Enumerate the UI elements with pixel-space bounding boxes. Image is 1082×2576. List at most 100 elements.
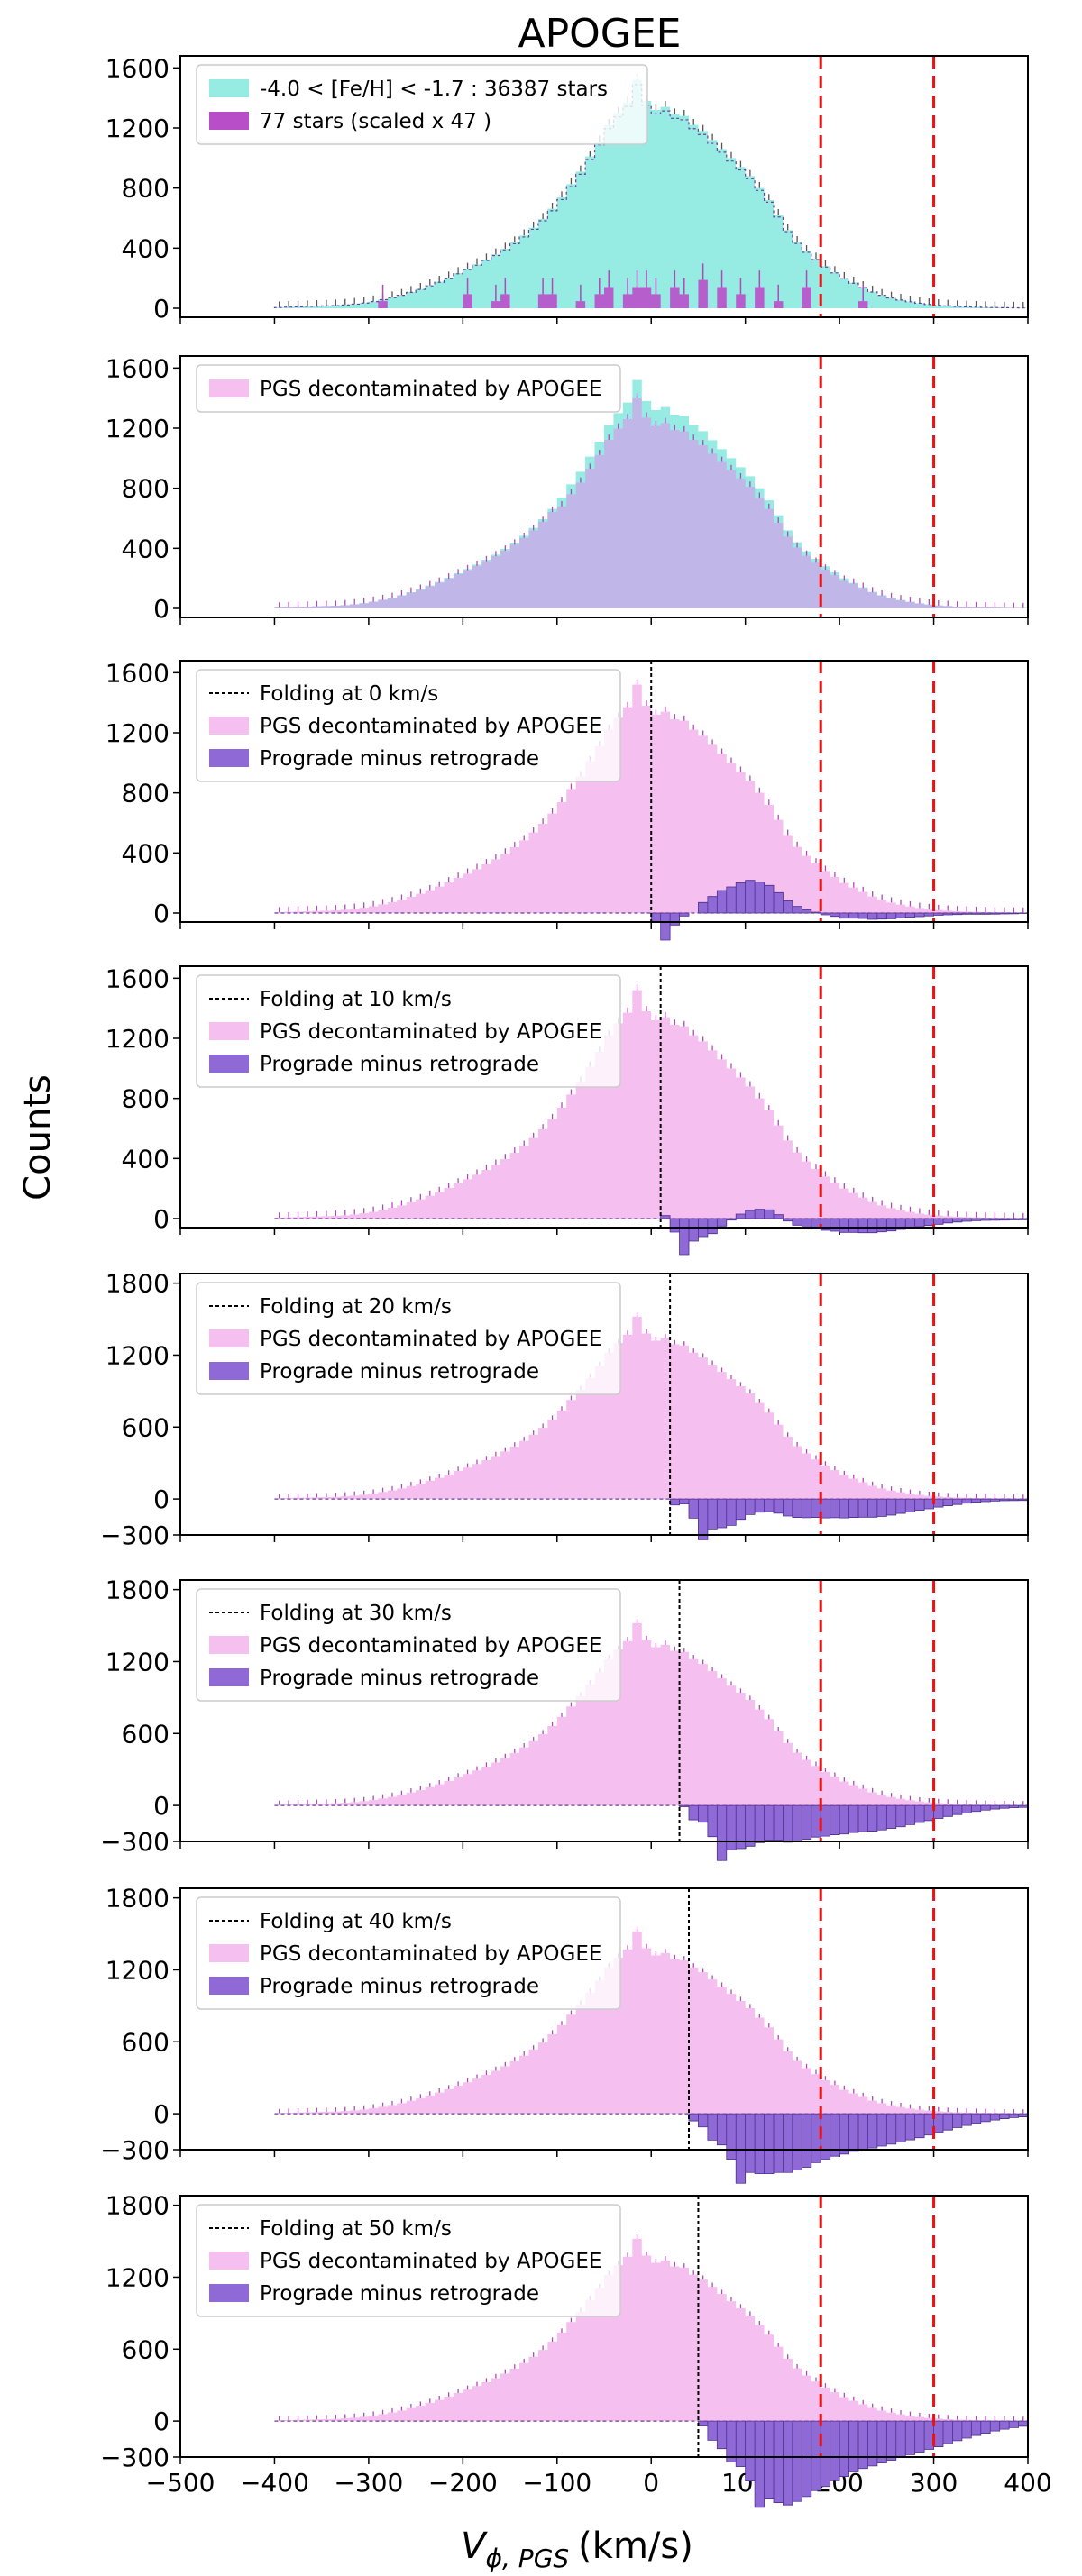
legend-swatch-pgs	[209, 1636, 249, 1654]
y-tick-label: 1800	[105, 1269, 170, 1299]
y-tick-label: 1200	[105, 1647, 170, 1676]
y-tick-label: 0	[153, 2099, 170, 2129]
panel-frame	[179, 2195, 1029, 2458]
y-tick-label: 1800	[105, 1576, 170, 1605]
bars-pgs-decontaminated	[274, 1622, 1028, 1806]
y-tick-label: 0	[153, 1484, 170, 1514]
panel-6: −300 0 600 1200 1800 Folding at 30 km/s PGS de…	[100, 1576, 1029, 1861]
bars-prograde-minus-retrograde	[669, 1498, 1029, 1540]
x-tick-label: −300	[334, 2468, 403, 2498]
panel-frame	[179, 55, 1029, 318]
y-tick-label: 400	[122, 1144, 170, 1174]
y-tick-label: 600	[122, 1412, 170, 1442]
legend-swatch-prograde	[209, 1977, 249, 1995]
legend-label-folding: Folding at 50 km/s	[260, 2217, 452, 2241]
legend-swatch-pgs	[209, 2252, 249, 2270]
y-tick-label: 1200	[105, 414, 170, 443]
x-axis-label-main: V	[461, 2526, 488, 2567]
y-tick-label: 600	[122, 2027, 170, 2057]
bars-pgs-decontaminated	[274, 1931, 1028, 2115]
y-tick-label: 1200	[105, 1955, 170, 1985]
x-tick-label: −100	[522, 2468, 591, 2498]
y-tick-label: 400	[122, 534, 170, 563]
panel-2: 0 400 800 1200 1600 PGS decontaminated by APO…	[105, 353, 1029, 625]
y-tick-label: 1800	[105, 2191, 170, 2221]
chart-title: APOGEE	[518, 11, 682, 57]
legend-swatch-prograde	[209, 1362, 249, 1380]
y-tick-label: 800	[122, 779, 170, 808]
x-tick-label: −400	[240, 2468, 309, 2498]
bars-prograde-minus-retrograde	[688, 2113, 1029, 2184]
x-tick-label: 0	[643, 2468, 659, 2498]
legend-swatch-prograde	[209, 749, 249, 767]
y-tick-label: 0	[153, 594, 170, 624]
legend-label-prograde: Prograde minus retrograde	[260, 1360, 539, 1384]
legend-label-folding: Folding at 0 km/s	[260, 682, 438, 706]
y-tick-label: −300	[100, 1827, 170, 1857]
panel-frame	[179, 1579, 1029, 1842]
y-tick-label: 0	[153, 899, 170, 928]
panel-frame	[179, 355, 1029, 618]
legend-swatch-pgs	[209, 1022, 249, 1040]
y-tick-label: 1200	[105, 2262, 170, 2292]
y-tick-label: 1200	[105, 718, 170, 748]
panel-frame	[179, 1887, 1029, 2151]
panel-1: 0 400 800 1200 1600 -4.0 < [Fe/H] < -1.7 : 36…	[105, 53, 1029, 324]
panels-group: 0 400 800 1200 1600 -4.0 < [Fe/H] < -1.7 : 36…	[100, 53, 1052, 2508]
legend-frame	[196, 1282, 621, 1395]
bars-apogee-metal-poor	[274, 79, 1028, 309]
x-tick-label: −200	[428, 2468, 498, 2498]
legend-frame	[196, 2204, 621, 2317]
legend-label-prograde: Prograde minus retrograde	[260, 747, 539, 771]
legend-label-apogee: -4.0 < [Fe/H] < -1.7 : 36387 stars	[260, 78, 608, 101]
y-tick-label: 1200	[105, 114, 170, 143]
legend-label-pgs: PGS decontaminated by APOGEE	[260, 2250, 601, 2273]
legend-swatch-pgs	[209, 1944, 249, 1962]
bars-scaled-77-stars	[274, 279, 1028, 308]
y-tick-label: 1600	[105, 53, 170, 83]
y-tick-label: 400	[122, 233, 170, 263]
legend-label-prograde: Prograde minus retrograde	[260, 1667, 539, 1690]
legend-label-folding: Folding at 40 km/s	[260, 1910, 452, 1933]
y-tick-label: 0	[153, 2407, 170, 2436]
legend-label-folding: Folding at 10 km/s	[260, 988, 452, 1011]
legend-frame	[196, 669, 621, 782]
y-tick-label: 800	[122, 1084, 170, 1114]
y-tick-label: 1200	[105, 1024, 170, 1054]
legend-swatch-prograde	[209, 2284, 249, 2302]
legend-frame	[196, 1896, 621, 2010]
y-tick-label: 800	[122, 474, 170, 504]
legend-frame	[196, 364, 621, 413]
legend-swatch-apogee	[209, 79, 249, 97]
y-tick-label: 1600	[105, 658, 170, 688]
legend-swatch-prograde	[209, 1668, 249, 1686]
bars-pgs-decontaminated	[274, 990, 1028, 1219]
legend-label-pgs: PGS decontaminated by APOGEE	[260, 1942, 601, 1966]
y-tick-label: −300	[100, 2443, 170, 2472]
y-tick-label: 1600	[105, 964, 170, 993]
y-tick-label: 1200	[105, 1340, 170, 1370]
legend-label-scaled: 77 stars (scaled x 47 )	[260, 110, 491, 133]
legend-label-pgs: PGS decontaminated by APOGEE	[260, 1634, 601, 1658]
legend-label-prograde: Prograde minus retrograde	[260, 1975, 539, 1998]
legend-swatch-scaled	[209, 112, 249, 130]
legend-label-folding: Folding at 30 km/s	[260, 1602, 452, 1625]
legend-frame	[196, 64, 648, 145]
panel-3: 0 400 800 1200 1600 Folding at 0 km/s PGS deco…	[105, 658, 1029, 941]
legend-label-folding: Folding at 20 km/s	[260, 1295, 452, 1319]
y-tick-label: −300	[100, 1521, 170, 1550]
panel-frame	[179, 965, 1029, 1229]
legend-label-prograde: Prograde minus retrograde	[260, 1053, 539, 1076]
panel-frame	[179, 660, 1029, 923]
y-tick-label: 600	[122, 1719, 170, 1749]
legend-label-pgs: PGS decontaminated by APOGEE	[260, 378, 601, 401]
x-axis-label-unit: (km/s)	[578, 2526, 693, 2567]
x-tick-label: −500	[146, 2468, 215, 2498]
legend-label-pgs: PGS decontaminated by APOGEE	[260, 715, 601, 738]
y-tick-label: 600	[122, 2334, 170, 2364]
bars-prograde-minus-retrograde	[698, 2420, 1029, 2508]
bars-prograde-minus-retrograde	[679, 1804, 1029, 1861]
bars-pgs-decontaminated	[274, 2238, 1028, 2422]
y-tick-label: 1600	[105, 353, 170, 383]
